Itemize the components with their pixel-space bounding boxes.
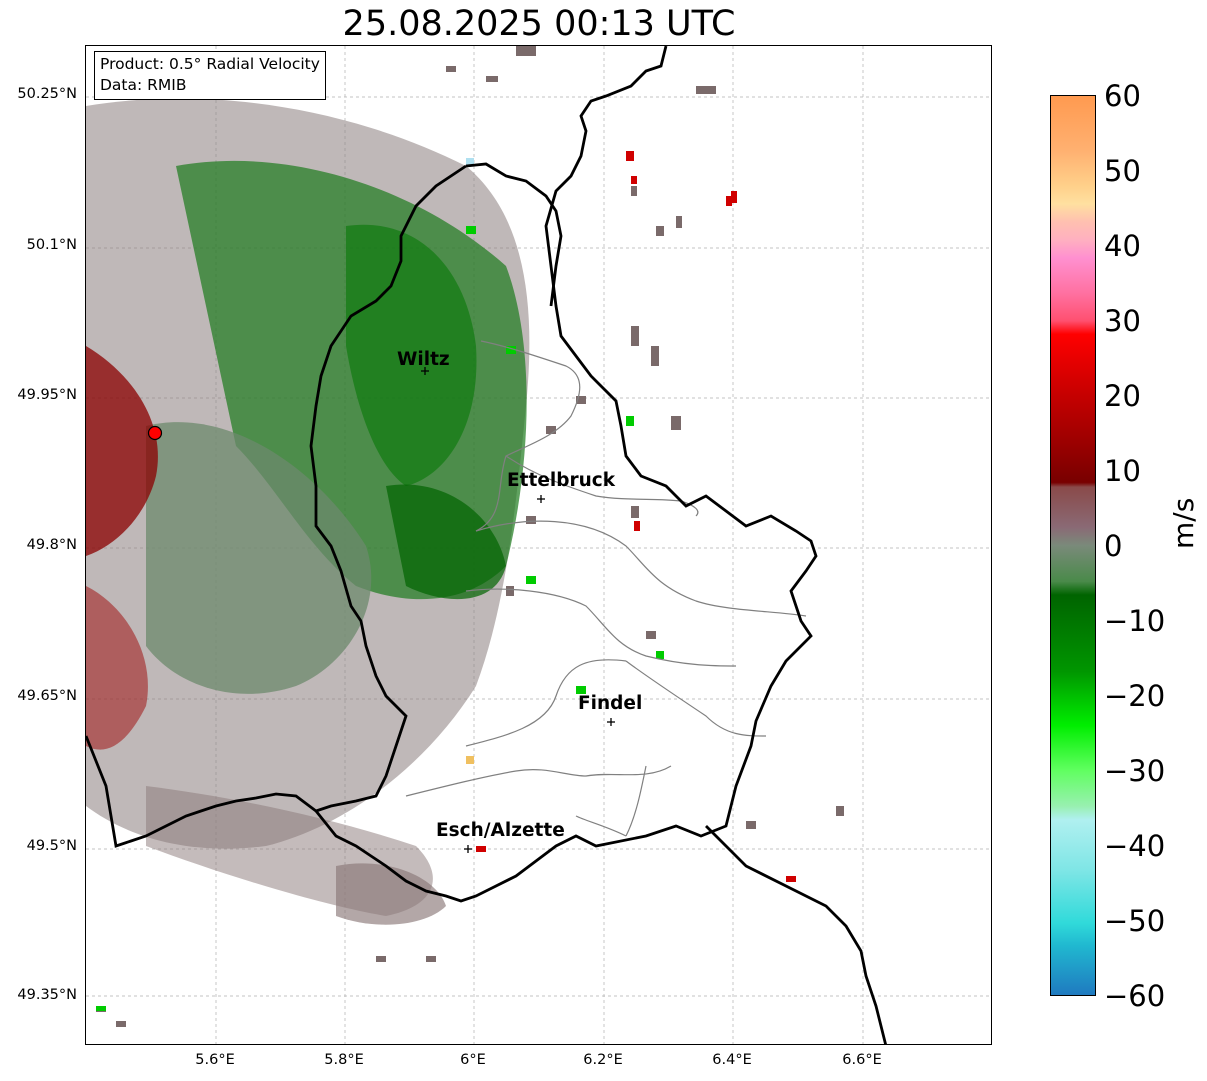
product-info-box: Product: 0.5° Radial Velocity Data: RMIB [94,51,326,100]
colorbar-tick: 10 [1104,454,1141,488]
lat-label: 49.35°N [17,987,77,1003]
radar-site-marker[interactable] [147,425,163,441]
canton-borders [405,340,807,837]
lon-label: 5.8°E [324,1052,364,1068]
colorbar-unit-label: m/s [1167,497,1200,549]
city-label-esch-alzette: Esch/Alzette [436,820,565,841]
lon-label: 6.4°E [712,1052,752,1068]
colorbar-tick: −40 [1104,829,1166,863]
colorbar-tick: 30 [1104,304,1141,338]
velocity-colorbar [1050,95,1096,996]
lat-label: 49.65°N [17,688,77,704]
radar-echo-field [86,46,844,1027]
radar-map[interactable] [85,45,992,1045]
colorbar-tick: 40 [1104,229,1141,263]
city-label-wiltz: Wiltz [397,349,450,370]
colorbar-tick: −10 [1104,604,1166,638]
colorbar-tick: −30 [1104,754,1166,788]
lon-label: 5.6°E [195,1052,235,1068]
lat-label: 49.8°N [26,537,77,553]
lat-label: 49.95°N [17,387,77,403]
colorbar-tick: 0 [1104,529,1123,563]
map-title: 25.08.2025 00:13 UTC [342,4,736,44]
colorbar-tick: −20 [1104,679,1166,713]
product-label: Product: 0.5° Radial Velocity [100,55,320,73]
map-canvas [86,46,991,1044]
city-label-ettelbruck: Ettelbruck [507,470,616,491]
city-markers [421,367,615,853]
country-borders [86,46,887,1044]
colorbar-tick: −50 [1104,904,1166,938]
lat-label: 50.1°N [26,237,77,253]
colorbar-tick: −60 [1104,979,1166,1013]
data-source-label: Data: RMIB [100,76,187,94]
city-label-findel: Findel [578,693,643,714]
lon-label: 6.2°E [583,1052,623,1068]
colorbar-tick: 20 [1104,379,1141,413]
colorbar-tick: 50 [1104,154,1141,188]
lon-label: 6°E [460,1052,486,1068]
lon-label: 6.6°E [842,1052,882,1068]
lat-label: 50.25°N [17,86,77,102]
colorbar-tick: 60 [1104,79,1141,113]
lat-label: 49.5°N [26,838,77,854]
